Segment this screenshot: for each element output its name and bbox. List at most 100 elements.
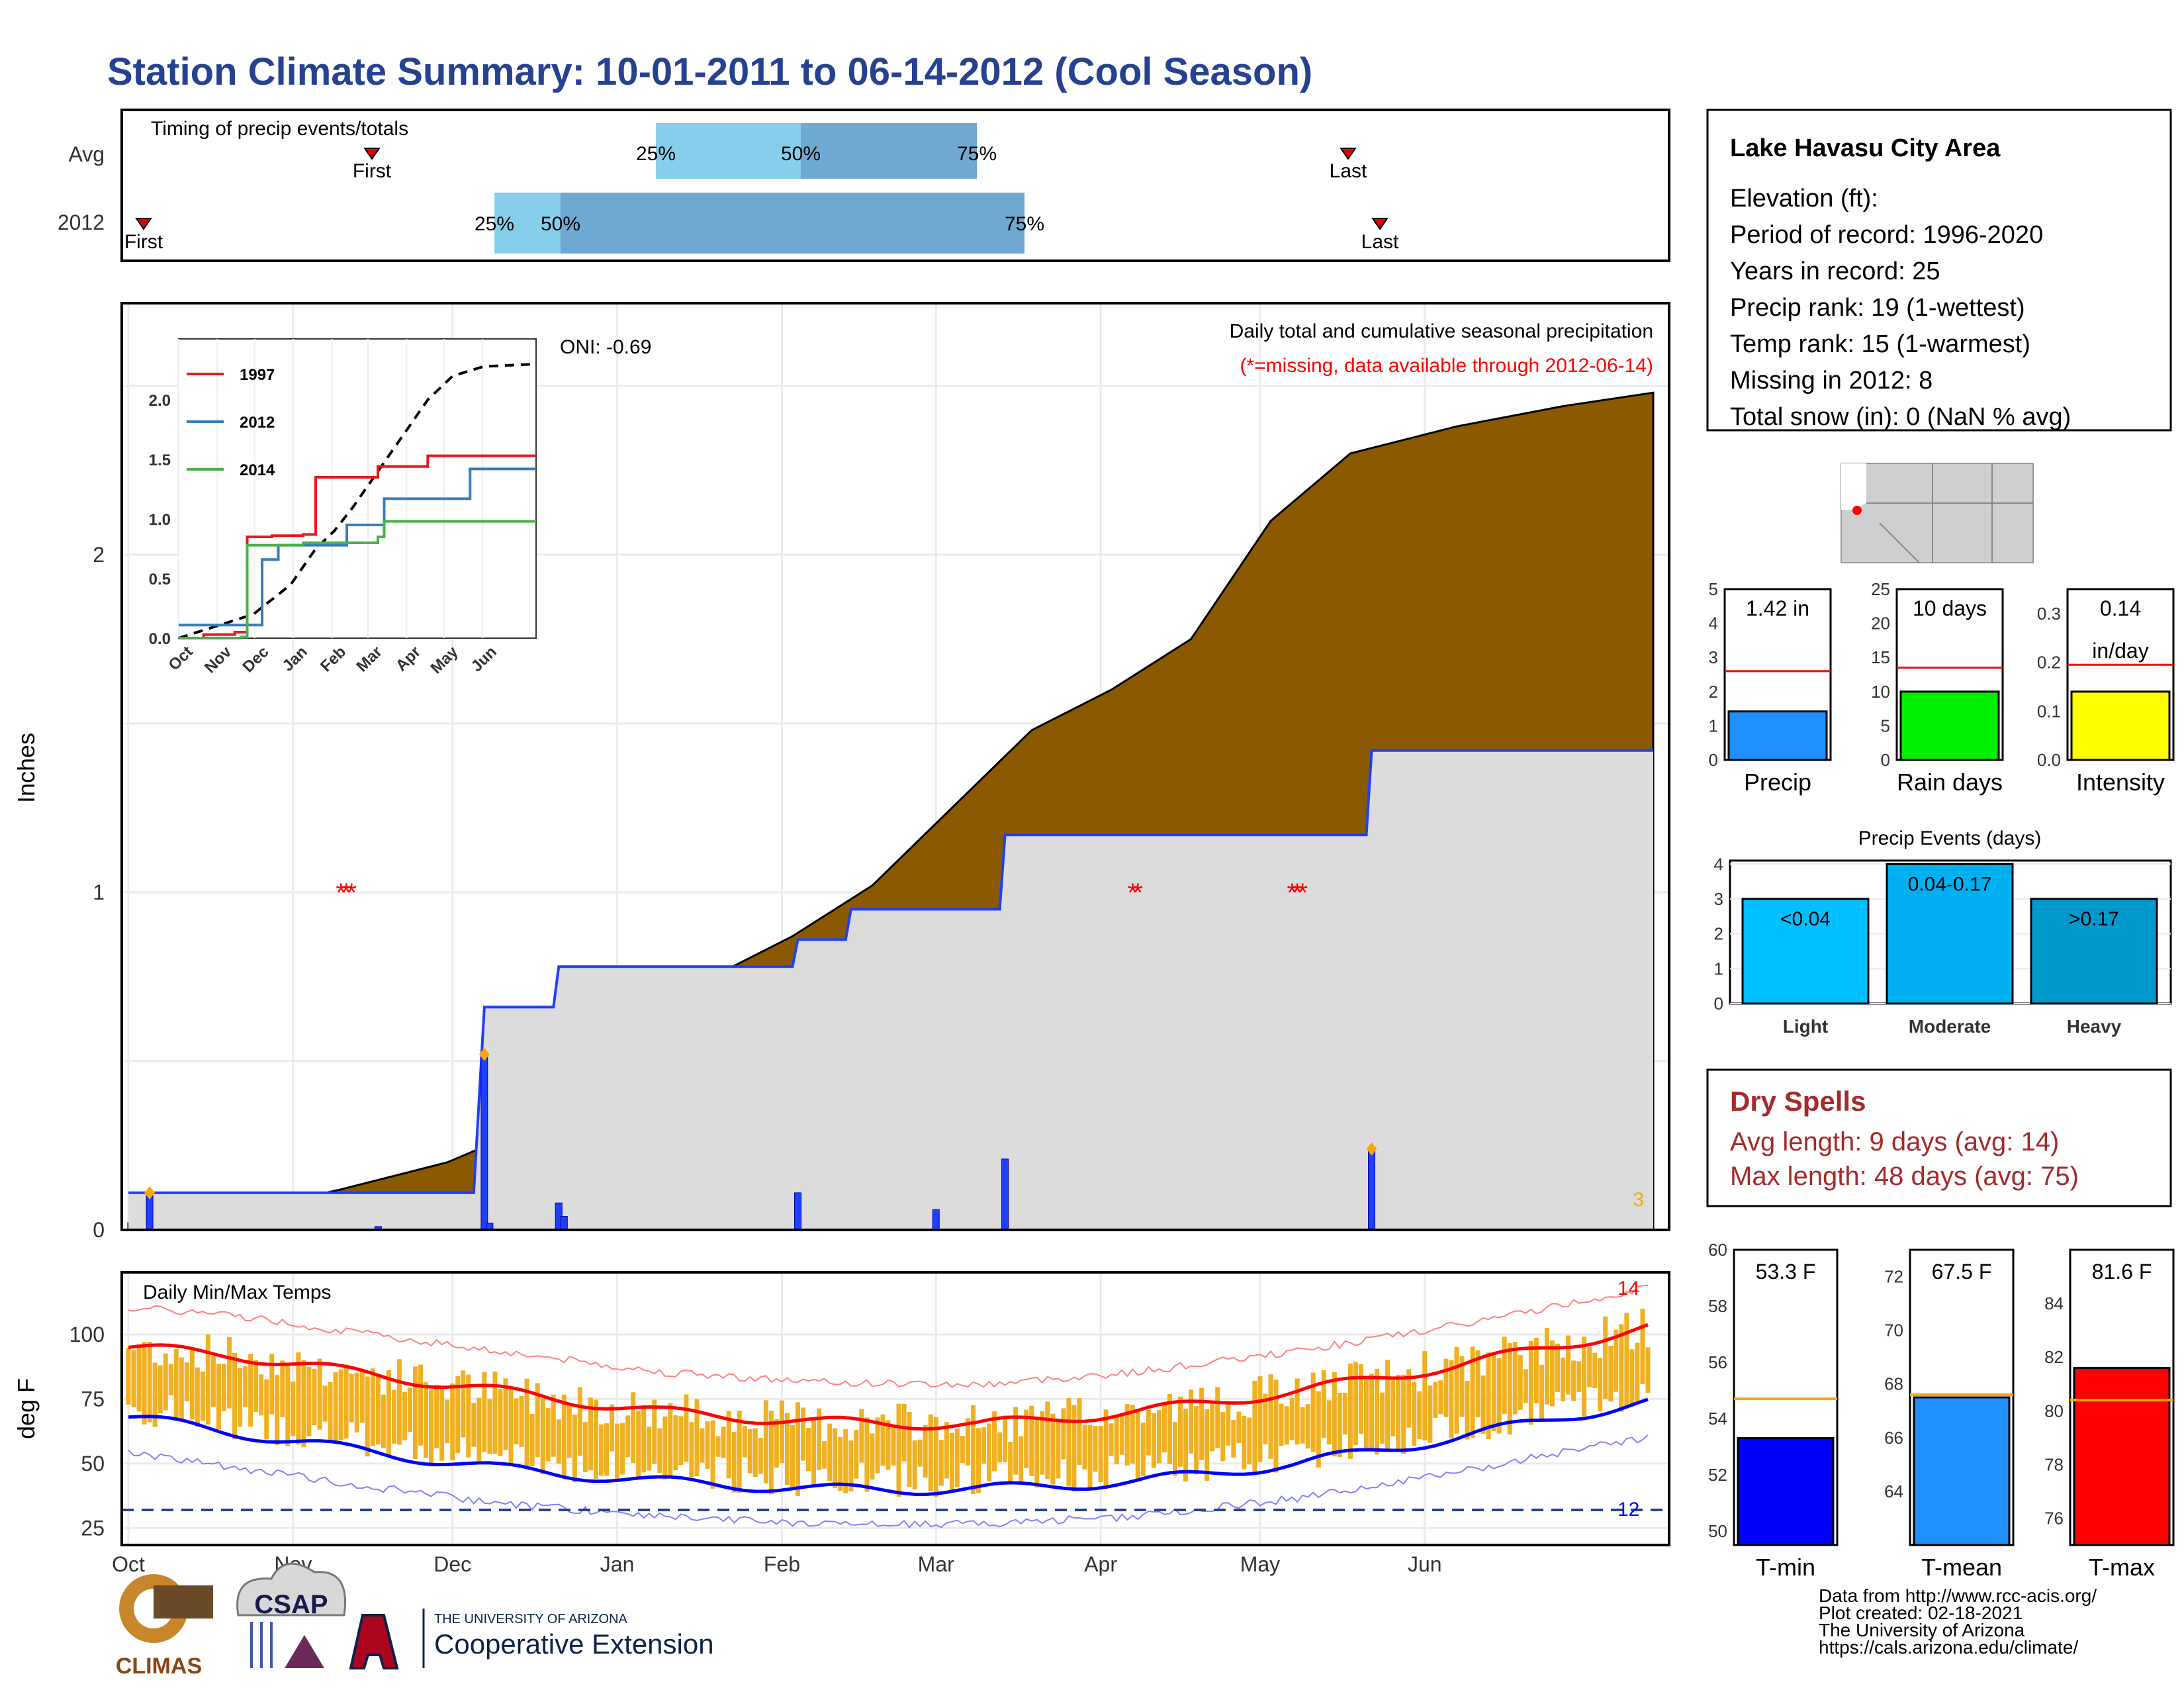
station-info-line: Temp rank: 15 (1-warmest) (1730, 330, 2030, 358)
daily-temp-bar (1247, 1417, 1252, 1465)
daily-temp-bar (838, 1436, 843, 1491)
daily-temp-bar (487, 1399, 492, 1454)
footer-line-2: The University of Arizona (1819, 1620, 2025, 1640)
temp-xtick: Jan (600, 1552, 635, 1576)
temp-ytick: 50 (81, 1452, 105, 1476)
daily-temp-bar (413, 1366, 418, 1459)
daily-temp-bar (1284, 1406, 1289, 1445)
daily-temp-bars (126, 1309, 1651, 1497)
daily-temp-bar (445, 1399, 450, 1444)
daily-temp-bar (1273, 1380, 1279, 1473)
daily-temp-bar (1172, 1422, 1177, 1476)
daily-temp-bar (147, 1342, 152, 1423)
daily-temp-bar (747, 1429, 752, 1474)
daily-temp-bar (700, 1428, 705, 1463)
inset-legend-label: 2012 (240, 414, 275, 432)
daily-temp-bar (1401, 1374, 1406, 1454)
daily-temp-bar (1533, 1337, 1539, 1404)
daily-temp-bar (1385, 1360, 1390, 1450)
daily-temp-bar (1544, 1327, 1549, 1405)
daily-temp-bar (1056, 1419, 1061, 1479)
daily-temp-bar (944, 1422, 949, 1479)
daily-temp-bar (1528, 1340, 1533, 1425)
daily-temp-bar (370, 1368, 375, 1446)
daily-temp-bar (1140, 1423, 1146, 1476)
inset-series-line (179, 520, 536, 639)
y2012-q50-q75-bar (561, 193, 1024, 254)
precip-events-chart: Precip Events (days) 0 1 2 3 4 <0.04 Light 0.04-… (1714, 827, 2172, 1037)
daily-temp-bar (875, 1417, 880, 1474)
daily-temp-bar (354, 1372, 359, 1432)
daily-temp-bar (280, 1360, 285, 1417)
y2012-last-label: Last (1361, 231, 1399, 253)
daily-temp-bar (1210, 1403, 1215, 1452)
daily-temp-bar (333, 1372, 338, 1442)
mini-bar-value-text: 1.42 in (1746, 596, 1809, 620)
daily-precip-bar (1001, 1158, 1009, 1231)
mini-bar-ytick: 1 (1709, 716, 1718, 735)
daily-temp-bar (1289, 1398, 1295, 1440)
daily-temp-bar (615, 1423, 620, 1481)
daily-temp-bar (806, 1428, 811, 1472)
daily-temp-bar (1093, 1426, 1098, 1472)
daily-temp-bar (1603, 1316, 1608, 1399)
events-ytick: 4 (1714, 854, 1723, 874)
daily-temp-bar (1582, 1336, 1587, 1417)
temp-bar-label: T-min (1756, 1554, 1815, 1581)
daily-temp-bar (907, 1411, 912, 1487)
daily-temp-bar (418, 1364, 424, 1446)
daily-temp-bar (1305, 1404, 1310, 1449)
temp-bar-value-text: 53.3 F (1756, 1260, 1816, 1284)
timing-row-avg: Avg (68, 142, 105, 166)
daily-temp-bar (1019, 1436, 1024, 1485)
daily-temp-bar (189, 1348, 195, 1420)
daily-temp-bar (1491, 1355, 1496, 1432)
map-water (1841, 463, 1866, 510)
inset-ytick: 0.5 (149, 571, 171, 588)
map-background (1841, 463, 2034, 563)
daily-temp-bar (662, 1416, 668, 1479)
daily-temp-bar (1257, 1376, 1263, 1462)
daily-temp-bar (694, 1399, 700, 1476)
daily-temp-bar (1347, 1363, 1353, 1459)
mini-bar-value-text: 10 days (1913, 596, 1987, 620)
station-info-line: Period of record: 1996-2020 (1730, 221, 2043, 249)
daily-temp-bar (1555, 1343, 1560, 1392)
daily-temp-bar (1119, 1414, 1124, 1455)
mini-bar-ytick: 20 (1871, 614, 1890, 633)
daily-temp-bar (1013, 1407, 1019, 1475)
daily-temp-bar (827, 1423, 833, 1481)
daily-temp-bar (1316, 1391, 1321, 1468)
daily-temp-bar (891, 1427, 896, 1466)
station-info-line: Precip rank: 19 (1-wettest) (1730, 294, 2025, 322)
daily-temp-bar (545, 1408, 551, 1462)
events-bar-text: 0.04-0.17 (1908, 873, 1992, 895)
daily-temp-bar (981, 1427, 986, 1464)
temp-bar-label: T-max (2089, 1554, 2155, 1581)
daily-temp-bar (210, 1356, 216, 1407)
daily-temp-bar (1369, 1374, 1375, 1451)
mini-bar-ytick: 3 (1709, 647, 1718, 667)
mini-bar-ytick: 10 (1871, 682, 1890, 702)
daily-temp-bar (833, 1428, 838, 1488)
daily-temp-bar (715, 1436, 721, 1457)
daily-temp-bar (631, 1392, 636, 1463)
daily-temp-bar (779, 1400, 784, 1464)
missing-marker: * (1133, 878, 1144, 908)
oni-value: ONI: -0.69 (560, 336, 651, 358)
dry-spells-box: Dry Spells Avg length: 9 days (avg: 14) … (1706, 1068, 2172, 1207)
dry-spells-title: Dry Spells (1730, 1086, 1866, 1117)
daily-temp-bar (275, 1375, 280, 1446)
daily-temp-bar (328, 1382, 333, 1444)
daily-temp-bar (322, 1385, 328, 1422)
daily-temp-bar (402, 1391, 407, 1440)
temp-panel-label: Daily Min/Max Temps (143, 1282, 332, 1303)
daily-precip-bar (480, 1054, 488, 1231)
daily-temp-bar (954, 1429, 960, 1487)
daily-temp-bar (450, 1383, 455, 1460)
timing-row-2012: 2012 (58, 211, 105, 234)
temp-panel-frame (120, 1271, 1670, 1546)
daily-temp-bar (1071, 1405, 1077, 1492)
events-bar-label: Light (1783, 1016, 1828, 1037)
